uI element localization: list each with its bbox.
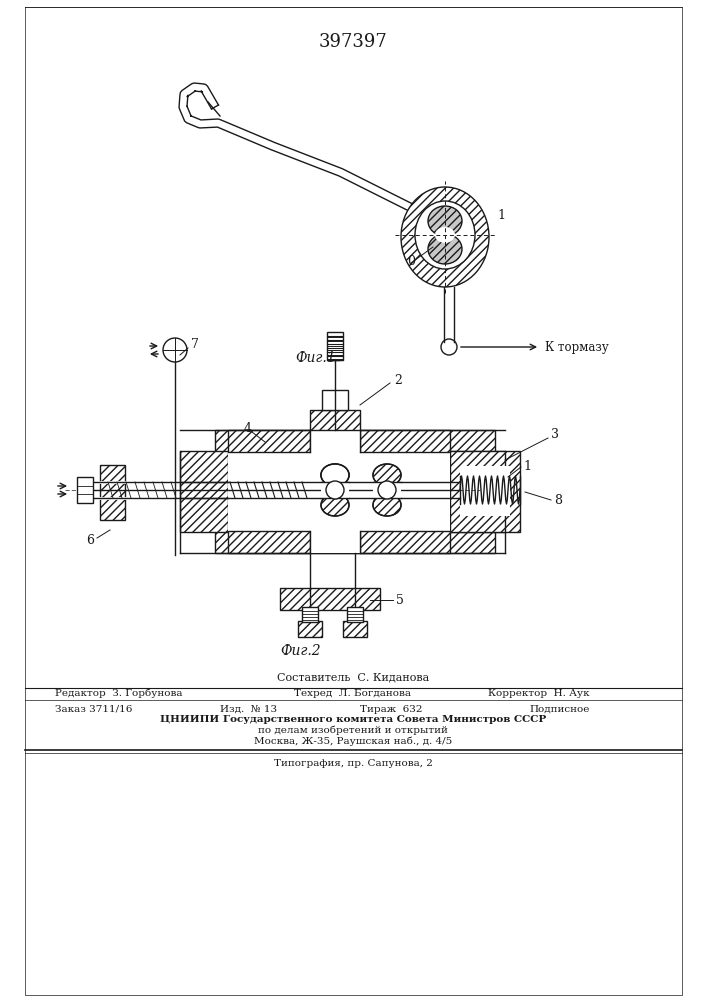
Bar [215,430,495,452]
Text: 1: 1 [497,209,505,222]
Text: 6: 6 [86,534,94,546]
Ellipse shape [401,187,489,287]
Ellipse shape [428,206,462,236]
Bar [310,410,360,430]
Bar [228,451,450,532]
Ellipse shape [373,464,401,486]
Text: 7: 7 [191,338,199,352]
Text: 2: 2 [394,373,402,386]
Bar [347,607,363,622]
Text: 5: 5 [396,593,404,606]
Text: Москва, Ж-35, Раушская наб., д. 4/5: Москва, Ж-35, Раушская наб., д. 4/5 [254,736,452,746]
Text: 3: 3 [551,428,559,442]
Bar [321,482,349,498]
Text: 8: 8 [554,493,562,506]
Bar [310,531,360,553]
Text: 4: 4 [244,422,252,434]
Bar [298,621,322,637]
Ellipse shape [321,494,349,516]
Bar [322,390,348,410]
Bar [450,451,520,532]
Bar [460,466,510,516]
Text: Типография, пр. Сапунова, 2: Типография, пр. Сапунова, 2 [274,758,433,768]
Bar [100,465,125,520]
Ellipse shape [321,464,349,486]
Text: Изд.  № 13: Изд. № 13 [220,704,277,714]
Bar [343,621,367,637]
Text: Техред  Л. Богданова: Техред Л. Богданова [295,688,411,698]
Text: Заказ 3711/16: Заказ 3711/16 [55,704,132,714]
Bar [360,430,450,452]
Bar [302,607,318,622]
Text: Тираж  632: Тираж 632 [360,704,423,714]
Bar [450,451,505,532]
Ellipse shape [435,227,455,243]
Bar [215,531,495,553]
Ellipse shape [373,494,401,516]
Bar [310,430,360,452]
Bar [228,430,310,452]
Ellipse shape [321,464,349,486]
Circle shape [163,338,187,362]
Text: 0: 0 [407,255,415,268]
Text: по делам изобретений и открытий: по делам изобретений и открытий [258,725,448,735]
Bar [360,531,450,553]
Circle shape [378,481,396,499]
Ellipse shape [415,201,475,269]
Text: 397397: 397397 [319,33,387,51]
Bar [373,482,401,498]
Ellipse shape [428,234,462,264]
Text: ЦНИИПИ Государственного комитета Совета Министров СССР: ЦНИИПИ Государственного комитета Совета … [160,714,546,724]
Text: Редактор  З. Горбунова: Редактор З. Горбунова [55,688,182,698]
Text: Корректор  Н. Аук: Корректор Н. Аук [489,688,590,698]
Bar [327,332,343,360]
Text: 1: 1 [523,460,531,474]
Text: К тормазу: К тормазу [545,340,609,354]
Circle shape [326,481,344,499]
Bar [228,531,310,553]
Text: Составитель  С. Киданова: Составитель С. Киданова [277,672,429,682]
Text: Подписное: Подписное [530,704,590,714]
Bar [280,588,380,610]
Bar [180,451,228,532]
FancyBboxPatch shape [77,477,93,503]
Text: Фиг.2: Фиг.2 [280,644,321,658]
Text: Фиг.1: Фиг.1 [295,351,336,365]
